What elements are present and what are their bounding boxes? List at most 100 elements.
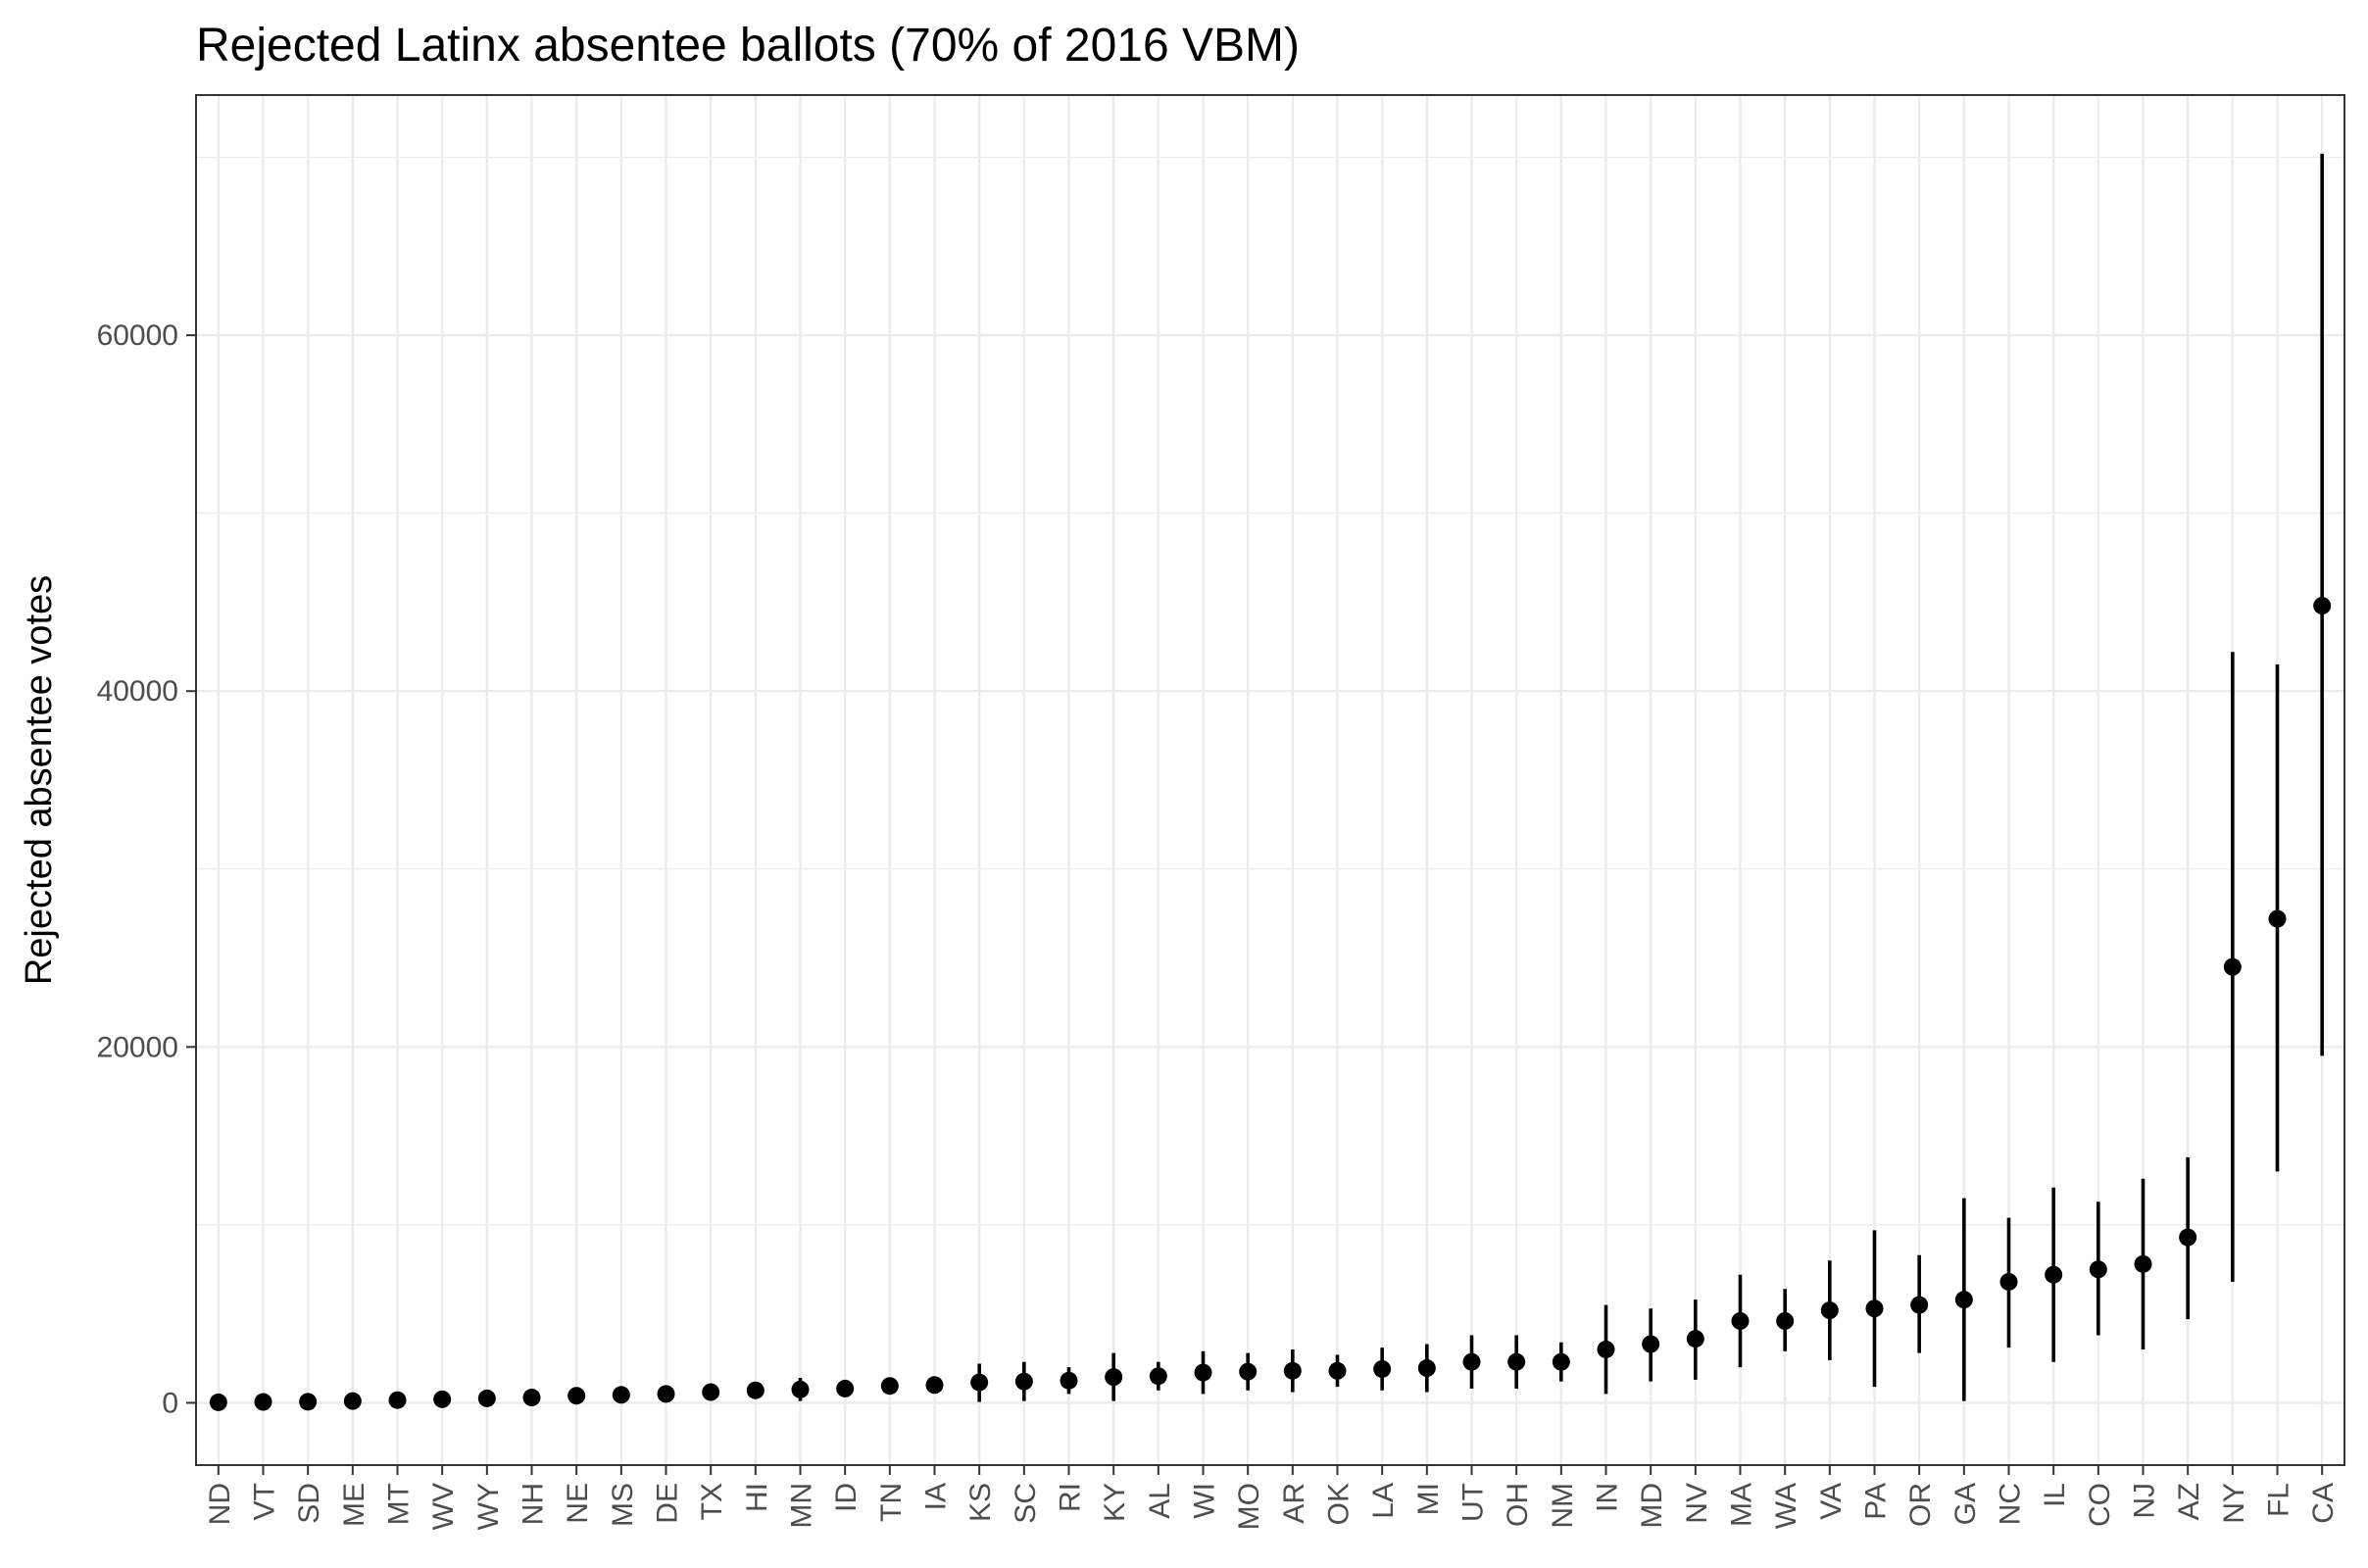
point-id [836,1379,855,1397]
x-tick-label-ma: MA [1726,1483,1758,1527]
x-tick-label-tn: TN [875,1483,908,1522]
point-wa [1776,1311,1795,1330]
gridlines [196,95,2344,1465]
x-tick-label-la: LA [1367,1483,1400,1519]
point-nm [1552,1352,1570,1371]
point-co [2089,1260,2107,1279]
point-tn [880,1377,899,1396]
point-ne [567,1387,586,1405]
x-tick-label-ks: KS [964,1483,997,1522]
x-tick-label-wi: WI [1189,1483,1221,1519]
x-tick-label-tx: TX [696,1483,728,1520]
point-ny [2223,957,2242,976]
point-al [1149,1367,1167,1386]
point-il [2045,1265,2063,1284]
chart-title: Rejected Latinx absentee ballots (70% of… [196,20,1300,72]
point-la [1373,1359,1392,1378]
x-tick-label-ms: MS [607,1483,639,1527]
x-tick-label-nv: NV [1681,1483,1713,1524]
x-tick-label-id: ID [830,1483,863,1512]
point-wv [433,1390,452,1408]
x-tick-label-md: MD [1636,1483,1668,1529]
x-tick-label-va: VA [1815,1483,1848,1520]
y-tick-label: 40000 [97,675,178,708]
point-ga [1954,1291,1973,1309]
y-tick-label: 20000 [97,1031,178,1063]
x-tick-label-hi: HI [741,1483,773,1512]
point-nv [1686,1330,1704,1348]
x-tick-label-ky: KY [1099,1483,1131,1522]
x-tick-label-me: ME [338,1483,370,1527]
point-mi [1417,1359,1436,1378]
point-ms [612,1386,630,1404]
x-tick-label-wa: WA [1770,1483,1802,1529]
x-tick-label-ne: NE [562,1483,594,1524]
point-wy [477,1389,496,1407]
x-tick-label-ia: IA [920,1483,953,1510]
point-me [343,1392,362,1410]
x-tick-label-nc: NC [1995,1483,2027,1525]
x-tick-label-ok: OK [1323,1483,1356,1525]
point-mn [791,1380,810,1398]
x-tick-label-mo: MO [1233,1483,1265,1530]
x-tick-label-sd: SD [293,1483,325,1524]
point-ma [1731,1311,1750,1330]
point-pa [1865,1299,1884,1318]
point-de [657,1385,675,1403]
x-tick-label-ar: AR [1278,1483,1310,1524]
point-nh [522,1389,541,1407]
point-vt [254,1393,272,1411]
point-az [2179,1228,2197,1247]
x-tick-label-oh: OH [1502,1483,1534,1527]
point-wi [1194,1363,1212,1382]
x-tick-label-ca: CA [2307,1483,2340,1524]
x-tick-label-nj: NJ [2129,1483,2161,1519]
x-tick-label-in: IN [1592,1483,1624,1512]
data-points [209,597,2332,1411]
point-ia [925,1376,944,1395]
x-tick-label-al: AL [1144,1483,1176,1519]
y-tick-label: 60000 [97,319,178,352]
point-or [1910,1296,1929,1314]
point-ks [970,1373,989,1392]
point-md [1642,1335,1660,1353]
point-nd [209,1393,227,1411]
y-axis: 0 20000 40000 60000 [97,319,196,1419]
point-nc [1999,1272,2018,1291]
x-tick-label-vt: VT [249,1483,281,1520]
x-axis: ND VT SD ME MT WV WY NH NE MS DE TX HI MN ID TN IA KS SC RI… [204,1465,2340,1530]
point-ky [1105,1368,1123,1387]
x-tick-label-ga: GA [1949,1483,1982,1525]
x-tick-label-wv: WV [427,1483,460,1530]
x-tick-label-ut: UT [1457,1483,1490,1522]
point-oh [1507,1352,1526,1371]
point-tx [702,1383,720,1401]
x-tick-label-il: IL [2039,1483,2071,1507]
plot-panel [195,94,2345,1466]
point-va [1820,1301,1839,1320]
y-tick-label: 0 [162,1387,178,1419]
point-hi [746,1381,765,1399]
point-ca [2313,597,2332,615]
x-tick-label-ny: NY [2218,1483,2250,1524]
panel-border [195,94,2345,1466]
point-sc [1014,1372,1033,1391]
x-tick-label-sc: SC [1010,1483,1042,1524]
point-ok [1328,1361,1347,1380]
x-tick-label-mn: MN [786,1483,818,1529]
x-tick-label-or: OR [1904,1483,1937,1527]
x-tick-label-ri: RI [1055,1483,1087,1512]
point-fl [2268,909,2287,928]
point-mt [388,1391,407,1409]
point-ut [1462,1352,1481,1371]
x-tick-label-pa: PA [1860,1483,1893,1520]
point-nj [2134,1254,2152,1273]
x-tick-label-az: AZ [2173,1483,2205,1520]
x-tick-label-co: CO [2084,1483,2116,1527]
x-tick-label-wy: WY [472,1483,505,1530]
point-ri [1060,1371,1078,1390]
point-mo [1239,1362,1258,1381]
x-tick-label-fl: FL [2263,1483,2295,1517]
x-tick-label-mt: MT [383,1483,416,1525]
